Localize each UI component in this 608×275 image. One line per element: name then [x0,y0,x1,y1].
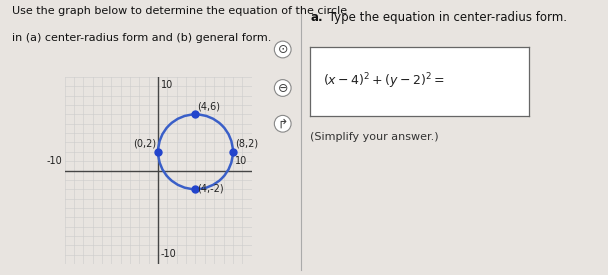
Text: 10: 10 [161,80,173,90]
Text: (8,2): (8,2) [235,139,258,149]
Text: 10: 10 [235,156,247,166]
Text: (4,-2): (4,-2) [198,184,224,194]
Text: -10: -10 [47,156,63,166]
Text: (Simplify your answer.): (Simplify your answer.) [310,132,439,142]
Text: -10: -10 [161,249,177,259]
Text: ⊙: ⊙ [277,43,288,56]
Text: ↱: ↱ [277,117,288,130]
Text: (0,2): (0,2) [133,139,156,149]
Text: in (a) center-radius form and (b) general form.: in (a) center-radius form and (b) genera… [12,33,272,43]
Text: ⊖: ⊖ [277,81,288,95]
Text: (4,6): (4,6) [198,101,220,112]
Text: Type the equation in center-radius form.: Type the equation in center-radius form. [325,11,567,24]
Text: $(x-4)^2+(y-2)^2=$: $(x-4)^2+(y-2)^2=$ [323,71,445,91]
Text: Use the graph below to determine the equation of the circle: Use the graph below to determine the equ… [12,6,347,15]
Text: a.: a. [310,11,323,24]
